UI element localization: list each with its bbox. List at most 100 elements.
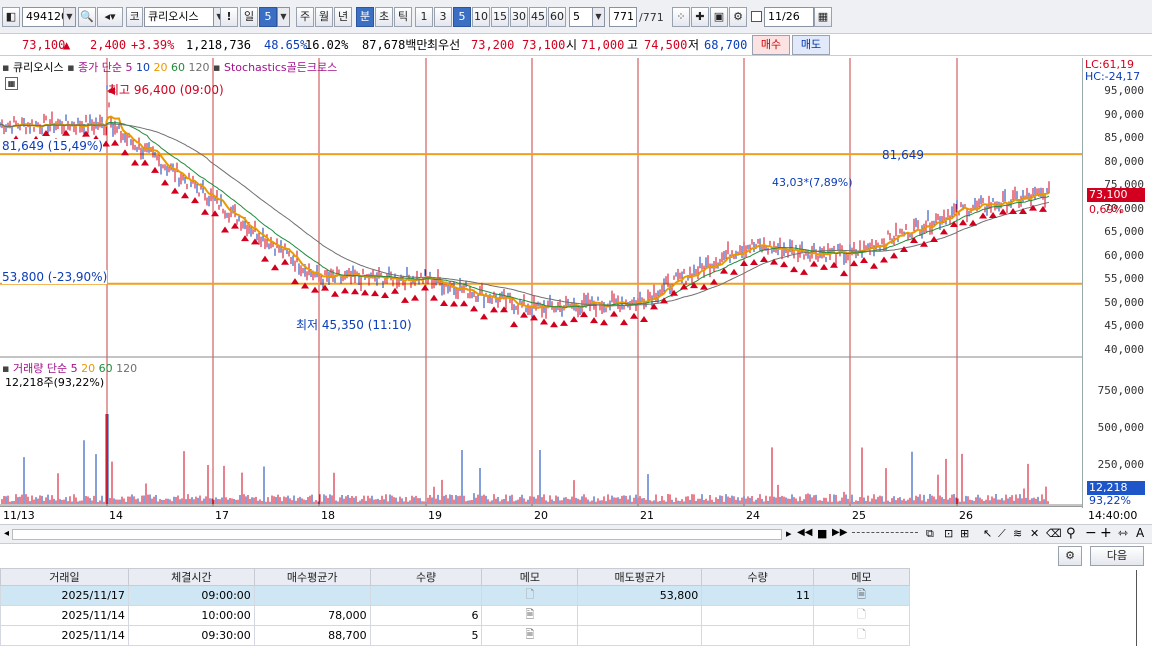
table-settings-gear-icon[interactable]: ⚙ [1058,546,1082,566]
interval-1-button[interactable]: 1 [415,7,433,27]
date-tick-label: 20 [534,509,548,522]
interval-10-button[interactable]: 10 [472,7,490,27]
current-price: 73,100 [22,38,66,52]
period-tick-button[interactable]: 틱 [394,7,412,27]
zoom-slider[interactable] [852,532,918,536]
interval-3-button[interactable]: 3 [434,7,452,27]
align-icon[interactable]: ⇿ [1118,526,1129,540]
volume-chart-pane[interactable]: ▪ 거래량 단순 5 20 60 120 12,218주(93,22%) [0,358,1082,506]
interval-15-button[interactable]: 15 [491,7,509,27]
zoom-search-icon[interactable]: ⚲ [1066,526,1076,541]
memo-edit-icon[interactable]: 🗎 [481,625,579,646]
col-sell-avg[interactable]: 매도평균가 [577,568,703,586]
interval-60-button[interactable]: 60 [548,7,566,27]
col-sell-qty[interactable]: 수량 [701,568,815,586]
stock-name-field[interactable]: 큐리오시스 [144,7,214,27]
view-count-input[interactable]: 771 [609,7,637,27]
save-icon[interactable]: ▣ [710,7,728,27]
layout-icon[interactable]: ◧ [2,7,20,27]
draw-fib-icon[interactable]: ≋ [1013,527,1023,540]
col-buy-avg[interactable]: 매수평균가 [253,568,371,586]
memo-note-icon[interactable]: 🗋 [481,585,579,606]
table-row[interactable]: 2025/11/14 10:00:00 78,000 6 🗎 🗋 [0,605,910,626]
memo-note-icon[interactable]: 🗋 [813,625,910,646]
col-buy-memo[interactable]: 메모 [481,568,579,586]
stock-code-input[interactable]: 494120 [22,7,68,27]
period-minute-button[interactable]: 분 [356,7,374,27]
up-arrow-icon: ▲ [63,38,71,52]
cell-time: 09:00:00 [127,585,255,606]
tool-box-icon[interactable]: ⧉ [926,527,934,540]
signal-arrow-icon [191,197,199,204]
horizontal-scrollbar[interactable] [12,529,782,540]
signal-arrow-icon [640,315,648,322]
interval-5-button[interactable]: 5 [453,7,471,27]
signal-arrow-icon [361,289,369,296]
value-axis: LC:61,19 HC:-24,17 95,000 90,000 85,000 80,… [1082,58,1152,508]
interval-45-button[interactable]: 45 [529,7,547,27]
alert-button[interactable]: ! [220,7,238,27]
fast-forward-icon[interactable]: ▶▶ [832,527,848,538]
calendar-icon[interactable]: ▦ [814,7,832,27]
stop-icon[interactable]: ■ [817,527,828,540]
signal-arrow-icon [989,212,997,219]
ma60-line [0,123,1050,307]
memo-edit-icon[interactable]: 🗎 [481,605,579,626]
chart-table-icon[interactable]: ▦ [5,77,18,90]
signal-arrow-icon [600,319,608,326]
search-icon[interactable]: 🔍 [78,7,96,27]
date-checkbox[interactable] [751,11,762,22]
signal-arrow-icon [950,221,958,228]
draw-delete-icon[interactable]: ✕ [1030,527,1040,540]
draw-cursor-icon[interactable]: ↖ [983,527,993,540]
font-a-icon[interactable]: A [1136,526,1145,540]
grid-icon[interactable]: ⁘ [672,7,690,27]
period-second-button[interactable]: 초 [375,7,393,27]
price-chart-pane[interactable]: ▪ 큐리오시스 ▪ 종가 단순 5 10 20 60 120 ▪ Stochas… [0,58,1082,358]
lc-label: LC:61,19 [1085,58,1135,71]
col-exec-time[interactable]: 체결시간 [127,568,255,586]
period-month-button[interactable]: 월 [315,7,333,27]
code-dropdown-icon[interactable]: ▼ [63,7,76,27]
legend-stock-name: 큐리오시스 [12,61,64,74]
volume-value: 1,218,736 [186,38,252,52]
price-tick-label: 45,000 [1104,319,1144,332]
memo-note-icon[interactable]: 🗋 [813,605,910,626]
signal-arrow-icon [251,238,259,245]
interval-30-button[interactable]: 30 [510,7,528,27]
scroll-right-icon[interactable]: ▸ [786,527,792,540]
draw-erase-icon[interactable]: ⌫ [1046,527,1062,540]
market-button[interactable]: 코 [126,7,143,27]
memo-edit-icon[interactable]: 🗎 [813,585,910,606]
buy-button[interactable]: 매수 [752,35,790,55]
date-input[interactable]: 11/26 [764,7,814,27]
next-button[interactable]: 다음 [1090,546,1144,566]
col-trade-date[interactable]: 거래일 [0,568,129,586]
table-row[interactable]: 2025/11/14 09:30:00 88,700 5 🗎 🗋 [0,625,910,646]
zoom-in-icon[interactable]: + [1100,525,1112,541]
history-icon[interactable]: ◂▾ [97,7,123,27]
vertical-scrollbar[interactable] [1136,570,1137,646]
cursor-icon[interactable]: ✚ [691,7,709,27]
count-dropdown-icon[interactable]: ▼ [592,7,605,27]
table-row[interactable]: 2025/11/17 09:00:00 🗋 53,800 11 🗎 [0,585,910,606]
col-sell-memo[interactable]: 메모 [813,568,910,586]
tool-window-icon[interactable]: ⊡ [944,527,954,540]
sell-button[interactable]: 매도 [792,35,830,55]
period-week-button[interactable]: 주 [296,7,314,27]
zoom-out-icon[interactable]: − [1085,525,1097,541]
draw-trend-icon[interactable]: ⟋ [998,527,1006,540]
period-year-button[interactable]: 년 [334,7,352,27]
col-buy-qty[interactable]: 수량 [369,568,483,586]
signal-arrow-icon [520,311,528,318]
scroll-left-icon[interactable]: ◂ [4,528,10,539]
tool-table-icon[interactable]: ⊞ [960,527,970,540]
count-input[interactable]: 5 [569,7,593,27]
signal-arrow-icon [840,270,848,277]
period-day-button[interactable]: 일 [240,7,258,27]
period-dropdown-icon[interactable]: ▼ [277,7,290,27]
signal-arrow-icon [999,208,1007,215]
settings-gear-icon[interactable]: ⚙ [729,7,747,27]
period-number-input[interactable]: 5 [259,7,277,27]
rewind-icon[interactable]: ◀◀ [797,527,813,538]
